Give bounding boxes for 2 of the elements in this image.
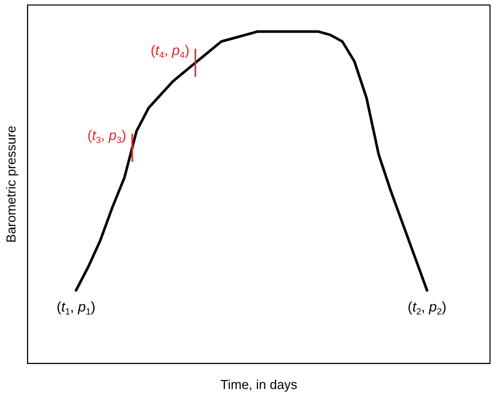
x-axis-title: Time, in days <box>220 376 298 392</box>
y-axis-title: Barometric pressure <box>3 126 18 243</box>
